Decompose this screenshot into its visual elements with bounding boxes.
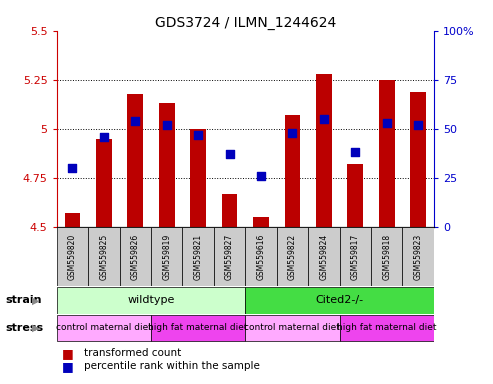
Bar [245,227,277,286]
Bar [348,164,363,227]
Text: control maternal diet: control maternal diet [56,323,152,333]
Text: control maternal diet: control maternal diet [245,323,340,333]
Point [383,120,390,126]
Text: GSM559820: GSM559820 [68,233,77,280]
Point [131,118,139,124]
Bar [316,74,332,227]
Text: high fat maternal diet: high fat maternal diet [337,323,436,333]
Point [194,132,202,138]
Bar [127,94,143,227]
Bar [340,227,371,286]
Text: GSM559616: GSM559616 [256,233,266,280]
Text: ▶: ▶ [32,323,39,333]
Bar [182,227,214,286]
Point [100,134,108,140]
Point [226,151,234,157]
Point [69,165,76,171]
Text: percentile rank within the sample: percentile rank within the sample [84,361,260,371]
Text: wildtype: wildtype [127,295,175,305]
Bar [57,287,245,314]
Bar [214,227,246,286]
Bar [245,314,340,341]
Text: ■: ■ [62,360,77,373]
Bar [245,287,434,314]
Bar [119,227,151,286]
Text: ▶: ▶ [32,295,39,305]
Bar [371,227,402,286]
Text: GSM559822: GSM559822 [288,233,297,280]
Bar [284,115,300,227]
Text: transformed count: transformed count [84,348,181,358]
Bar [159,103,175,227]
Bar [151,227,182,286]
Bar [222,194,238,227]
Bar [253,217,269,227]
Bar [308,227,340,286]
Bar [57,314,151,341]
Bar [96,139,112,227]
Title: GDS3724 / ILMN_1244624: GDS3724 / ILMN_1244624 [155,16,336,30]
Text: GSM559825: GSM559825 [99,233,108,280]
Text: strain: strain [5,295,41,305]
Point [288,130,296,136]
Bar [410,91,426,227]
Text: GSM559818: GSM559818 [382,233,391,280]
Text: ■: ■ [62,347,77,360]
Point [163,122,171,128]
Bar [277,227,308,286]
Bar [190,129,206,227]
Text: GSM559817: GSM559817 [351,233,360,280]
Text: stress: stress [5,323,43,333]
Bar [88,227,119,286]
Point [320,116,328,122]
Text: GSM559827: GSM559827 [225,233,234,280]
Bar [57,227,88,286]
Bar [402,227,434,286]
Point [352,149,359,156]
Bar [340,314,434,341]
Bar [65,213,80,227]
Text: high fat maternal diet: high fat maternal diet [148,323,248,333]
Text: GSM559826: GSM559826 [131,233,140,280]
Text: Cited2-/-: Cited2-/- [316,295,364,305]
Point [257,173,265,179]
Text: GSM559819: GSM559819 [162,233,171,280]
Text: GSM559824: GSM559824 [319,233,328,280]
Text: GSM559821: GSM559821 [194,233,203,280]
Bar [379,80,394,227]
Bar [151,314,245,341]
Point [414,122,422,128]
Text: GSM559823: GSM559823 [414,233,423,280]
